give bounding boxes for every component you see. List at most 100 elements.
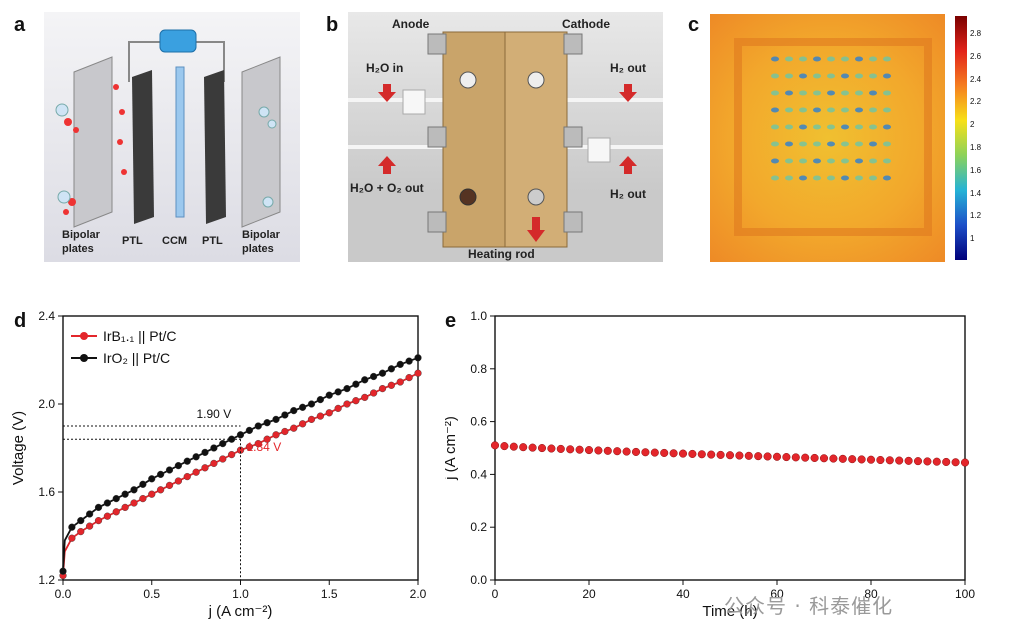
data-point bbox=[307, 415, 316, 424]
legend-label: IrO₂ || Pt/C bbox=[103, 350, 170, 366]
thermal-spot bbox=[855, 124, 863, 130]
y-axis-label: Voltage (V) bbox=[10, 411, 27, 485]
thermal-spot bbox=[813, 141, 821, 147]
data-point bbox=[735, 451, 744, 460]
data-point bbox=[725, 451, 735, 460]
data-point bbox=[490, 441, 500, 450]
thermal-spot bbox=[813, 158, 821, 164]
thermal-spot bbox=[841, 158, 849, 164]
data-point bbox=[201, 448, 209, 457]
label-h2-out-bottom: H₂ out bbox=[610, 187, 646, 201]
thermal-spot bbox=[869, 90, 877, 96]
colorbar-tick-label: 2.6 bbox=[970, 51, 982, 61]
legend-marker bbox=[80, 332, 88, 340]
thermal-spot bbox=[771, 141, 779, 147]
thermal-spot bbox=[799, 107, 807, 113]
data-point bbox=[281, 411, 289, 419]
data-point bbox=[716, 450, 725, 459]
x-tick-label: 80 bbox=[864, 587, 878, 601]
thermal-spot bbox=[855, 73, 863, 79]
thermal-spot bbox=[799, 90, 807, 96]
data-point bbox=[316, 395, 324, 404]
data-point bbox=[148, 490, 156, 498]
data-point bbox=[885, 456, 894, 465]
label-h2o-o2-out: H₂O + O₂ out bbox=[350, 181, 424, 195]
data-point bbox=[77, 517, 85, 525]
data-point bbox=[77, 528, 85, 536]
data-point bbox=[669, 449, 678, 458]
thermal-spot bbox=[883, 124, 891, 130]
data-point bbox=[192, 453, 200, 461]
series-line bbox=[62, 372, 419, 576]
thermal-spot bbox=[841, 175, 849, 181]
thermal-spot bbox=[799, 141, 807, 147]
data-point bbox=[157, 486, 165, 494]
watermark-text: 公众号 · 科泰催化 bbox=[724, 594, 894, 618]
data-point bbox=[387, 381, 395, 389]
thermal-spot bbox=[855, 56, 863, 62]
y-tick-label: 1.6 bbox=[38, 485, 55, 499]
data-point bbox=[951, 458, 960, 467]
data-point bbox=[650, 448, 659, 457]
thermal-spot bbox=[869, 175, 877, 181]
colorbar-tick-label: 1.6 bbox=[970, 165, 982, 175]
thermal-spot bbox=[841, 124, 849, 130]
thermal-spot bbox=[855, 158, 863, 164]
colorbar-tick-label: 2.4 bbox=[970, 74, 982, 84]
thermal-colorbar bbox=[955, 16, 967, 260]
annotation-label: 1.90 V bbox=[197, 407, 232, 421]
thermal-spot bbox=[785, 73, 793, 79]
panel-letter-c: c bbox=[688, 14, 700, 36]
data-point bbox=[414, 354, 422, 362]
data-point bbox=[960, 458, 970, 467]
colorbar-tick-label: 2.2 bbox=[970, 97, 982, 107]
data-point bbox=[68, 534, 76, 542]
data-point bbox=[688, 449, 697, 458]
data-point bbox=[165, 466, 174, 474]
y-tick-label: 1.0 bbox=[470, 310, 487, 323]
thermal-spot bbox=[855, 175, 863, 181]
thermal-spot bbox=[771, 124, 779, 130]
y-tick-label: 0.8 bbox=[470, 362, 487, 376]
data-point bbox=[307, 400, 316, 408]
y-tick-label: 0.2 bbox=[470, 520, 487, 534]
thermal-spot bbox=[827, 158, 835, 164]
data-point bbox=[405, 373, 413, 382]
label-bipolar-left-2: plates bbox=[62, 243, 94, 255]
thermal-spot bbox=[813, 107, 821, 113]
x-tick-label: 40 bbox=[676, 587, 690, 601]
data-point bbox=[272, 415, 280, 424]
thermal-spot bbox=[841, 73, 849, 79]
data-point bbox=[876, 455, 885, 465]
label-bipolar-right-1: Bipolar bbox=[242, 229, 281, 241]
data-point bbox=[378, 384, 387, 393]
thermal-spot bbox=[813, 175, 821, 181]
panel-letter-d: d bbox=[14, 310, 27, 332]
thermal-spot bbox=[841, 107, 849, 113]
data-point bbox=[103, 499, 111, 507]
thermal-spot bbox=[855, 90, 863, 96]
colorbar-tick-label: 1.2 bbox=[970, 211, 982, 221]
label-ptl-right: PTL bbox=[202, 235, 223, 247]
thermal-spot bbox=[785, 158, 793, 164]
thermal-spot bbox=[827, 107, 835, 113]
thermal-spot bbox=[883, 107, 891, 113]
thermal-spot bbox=[827, 141, 835, 147]
x-tick-label: 2.0 bbox=[410, 587, 427, 601]
data-point bbox=[59, 567, 67, 575]
thermal-spot bbox=[785, 175, 793, 181]
battery-icon bbox=[159, 29, 197, 53]
x-tick-label: 1.0 bbox=[232, 587, 249, 601]
label-h2o-in: H₂O in bbox=[366, 61, 403, 75]
data-point bbox=[396, 378, 404, 386]
colorbar-tick-label: 1.8 bbox=[970, 143, 982, 152]
data-point bbox=[791, 453, 800, 462]
data-point bbox=[904, 456, 913, 465]
y-tick-label: 2.4 bbox=[38, 310, 55, 323]
data-point bbox=[210, 444, 218, 452]
thermal-spot bbox=[869, 158, 877, 164]
thermal-map bbox=[710, 14, 945, 262]
thermal-spot bbox=[771, 107, 779, 113]
data-point bbox=[325, 391, 333, 399]
data-point bbox=[236, 446, 245, 454]
